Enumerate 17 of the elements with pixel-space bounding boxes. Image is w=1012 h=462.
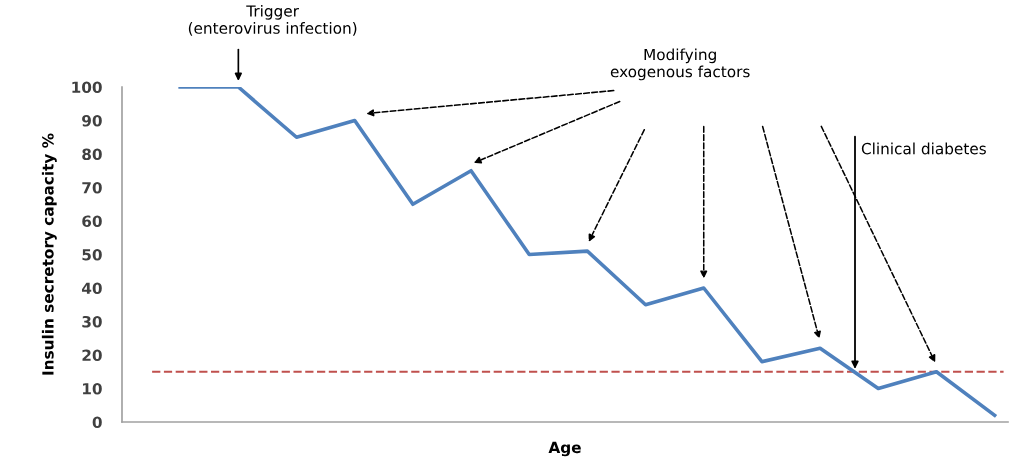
y-tick-label: 70 xyxy=(82,181,102,194)
line-series xyxy=(178,87,997,418)
y-tick-label: 50 xyxy=(82,248,102,261)
x-axis-title: Age xyxy=(548,441,581,457)
y-tick-label: 80 xyxy=(82,148,102,161)
y-tick-label: 40 xyxy=(81,282,102,295)
y-axis-title: Insulin secretory capacity % xyxy=(41,133,57,375)
y-tick-label: 20 xyxy=(82,349,102,362)
y-tick-label: 90 xyxy=(82,114,102,127)
y-tick-label: 100 xyxy=(72,81,102,94)
y-tick-label: 60 xyxy=(82,215,102,228)
y-tick-label: 30 xyxy=(82,315,102,328)
y-tick-label: 10 xyxy=(83,382,102,395)
y-tick-label: 0 xyxy=(92,416,102,429)
annotation: Clinical diabetes xyxy=(861,142,986,155)
text: Modifying exogenous factors xyxy=(610,48,750,81)
text: Trigger (enterovirus infection) xyxy=(188,4,357,36)
